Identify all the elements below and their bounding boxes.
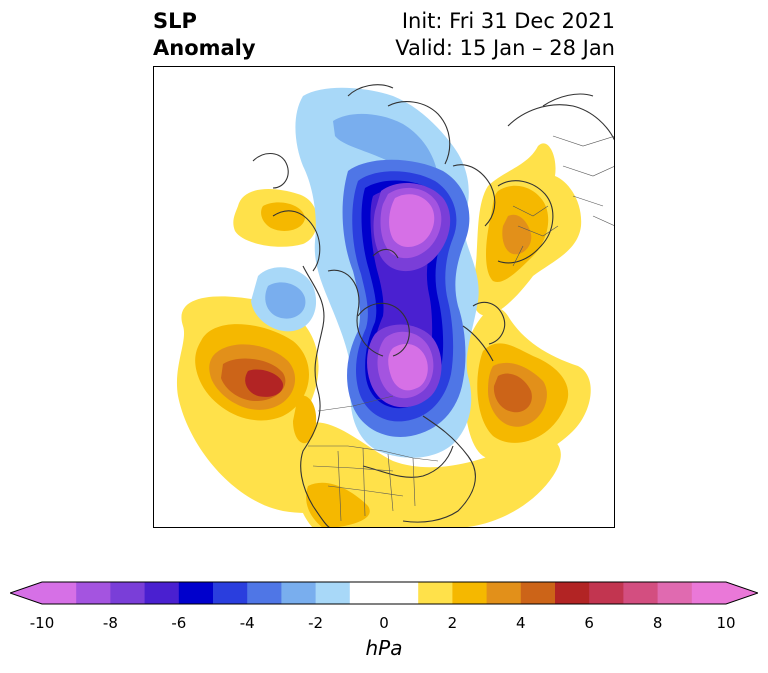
- colorbar-bin: [42, 582, 77, 604]
- colorbar-bin: [178, 582, 214, 604]
- colorbar-bin: [281, 582, 317, 604]
- variable-subtitle: Anomaly: [153, 36, 256, 60]
- colorbar-outline: [10, 581, 758, 605]
- colorbar-bin: [555, 582, 590, 604]
- colorbar-bin: [486, 582, 522, 604]
- colorbar-tick-label: -6: [171, 614, 187, 632]
- colorbar-bin: [589, 582, 624, 604]
- colorbar-tick-label: 8: [652, 614, 663, 632]
- positive-anomaly-north-atlantic-small: [233, 189, 318, 247]
- colorbar-tick-label: 4: [516, 614, 526, 632]
- colorbar-tick-label: 0: [379, 614, 389, 632]
- positive-anomaly-southern-band: [293, 395, 561, 528]
- colorbar-bin: [657, 582, 693, 604]
- valid-period: Valid: 15 Jan – 28 Jan: [395, 36, 615, 60]
- colorbar-bin: [520, 582, 556, 604]
- colorbar-over-arrow: [726, 582, 758, 604]
- positive-anomaly-atlantic: [464, 308, 591, 462]
- colorbar-tick-label: 2: [447, 614, 458, 632]
- colorbar-under-arrow: [10, 582, 42, 604]
- colorbar-tick-label: -10: [29, 614, 55, 632]
- colorbar-tick-label: -8: [102, 614, 118, 632]
- map-title-left: SLP Anomaly: [153, 8, 256, 62]
- colorbar-bin: [213, 582, 248, 604]
- anomaly-map: [153, 66, 615, 528]
- colorbar-tick-label: 10: [716, 614, 736, 632]
- colorbar-bin: [247, 582, 282, 604]
- colorbar: [10, 581, 758, 605]
- colorbar-bin: [110, 582, 146, 604]
- colorbar-bin: [623, 582, 659, 604]
- colorbar-bin: [452, 582, 488, 604]
- colorbar-tick-label: -4: [239, 614, 255, 632]
- colorbar-bin: [691, 582, 727, 604]
- political-borders: [308, 135, 615, 522]
- variable-title: SLP: [153, 9, 197, 33]
- init-date: Init: Fri 31 Dec 2021: [401, 9, 615, 33]
- colorbar-tick-label: -2: [308, 614, 324, 632]
- colorbar-bin: [76, 582, 111, 604]
- colorbar-bin: [315, 582, 351, 604]
- negative-anomaly-trough: [342, 159, 470, 437]
- colorbar-bin: [349, 582, 385, 604]
- colorbar-bin: [384, 582, 419, 604]
- colorbar-bin: [144, 582, 180, 604]
- coastlines: [252, 84, 615, 528]
- map-frame: [153, 66, 615, 528]
- colorbar-tick-label: 6: [584, 614, 594, 632]
- colorbar-unit-label: hPa: [365, 636, 403, 660]
- colorbar-bin: [418, 582, 453, 604]
- map-title-right: Init: Fri 31 Dec 2021 Valid: 15 Jan – 28…: [395, 8, 615, 62]
